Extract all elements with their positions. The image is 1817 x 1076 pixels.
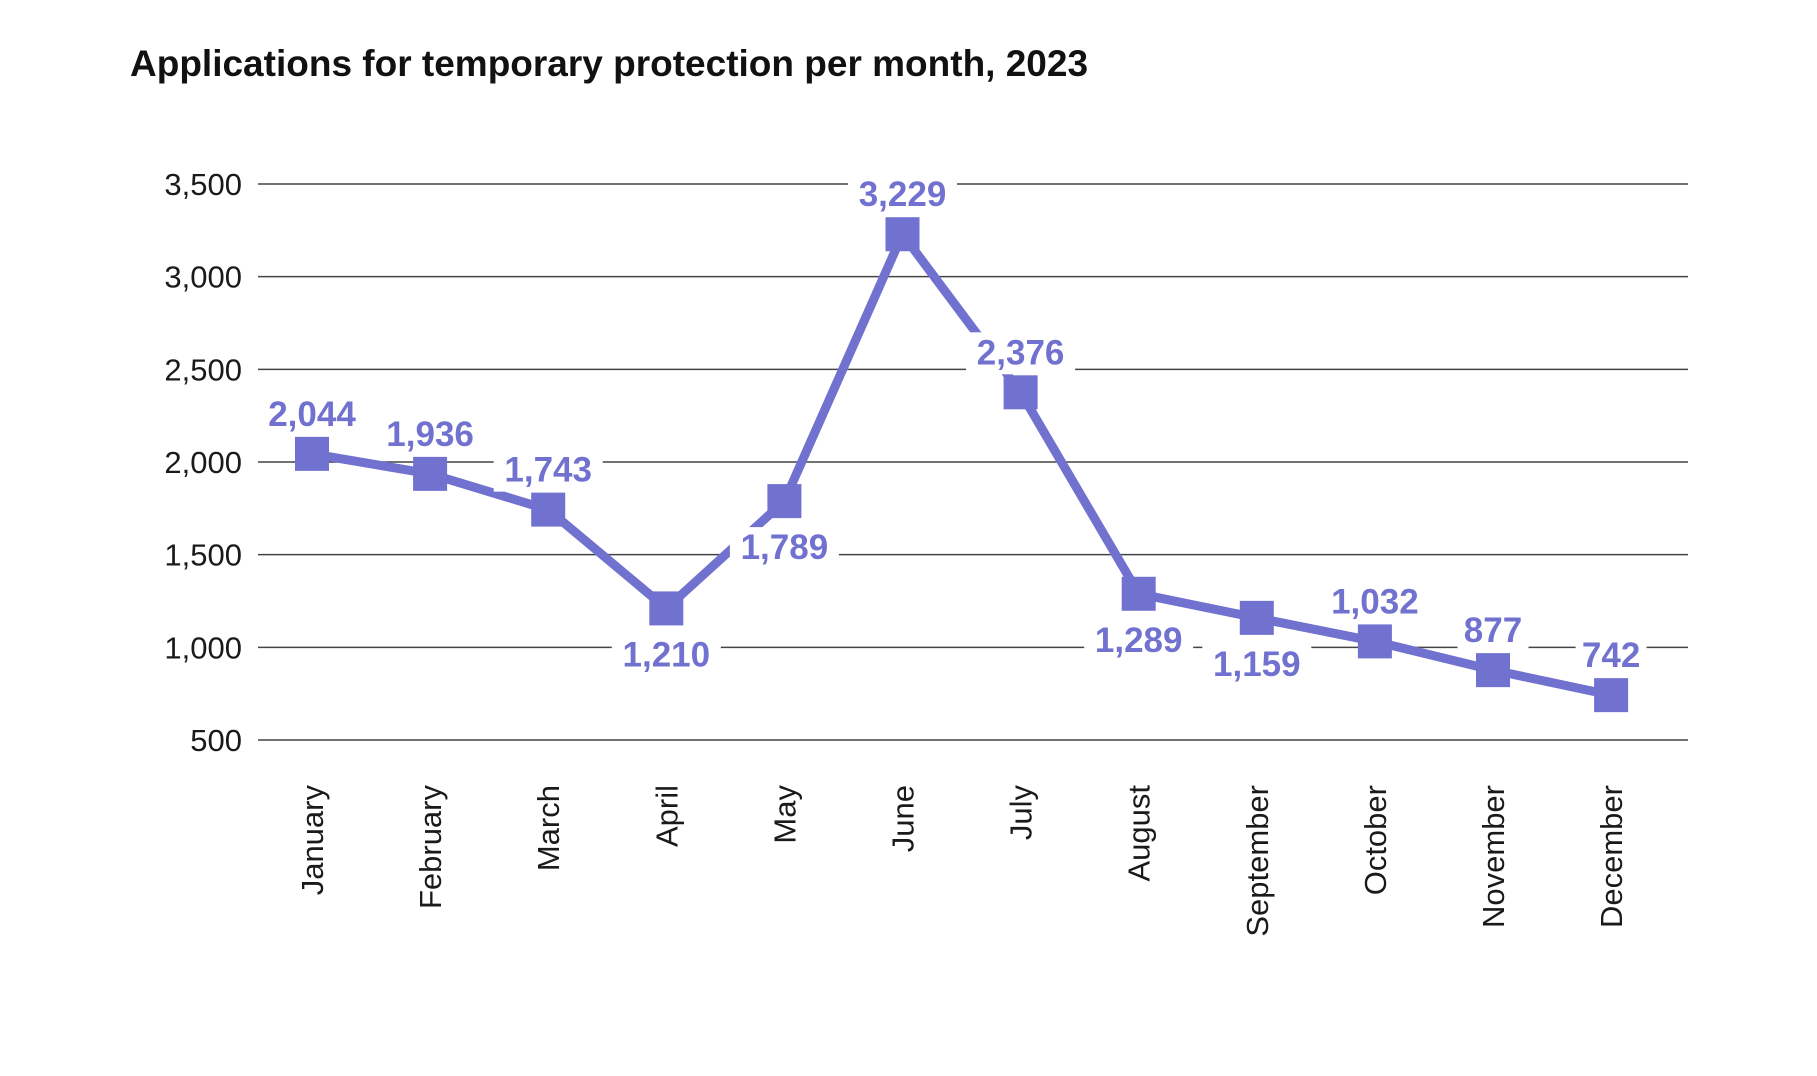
x-tick-label: December bbox=[1594, 785, 1629, 928]
data-label-backing bbox=[375, 413, 485, 456]
data-label: 2,376 bbox=[977, 333, 1065, 372]
x-tick-label: November bbox=[1476, 785, 1511, 928]
x-tick-label: September bbox=[1240, 785, 1275, 937]
x-tick-label: April bbox=[649, 785, 684, 847]
data-label-backing bbox=[493, 449, 603, 492]
data-label-backing bbox=[1575, 635, 1647, 678]
y-tick-label: 2,500 bbox=[164, 352, 242, 387]
data-label: 1,289 bbox=[1095, 621, 1183, 660]
data-point-marker bbox=[649, 591, 684, 626]
x-tick-label: June bbox=[886, 785, 921, 852]
y-tick-label: 1,500 bbox=[164, 538, 242, 573]
data-labels: 2,044 1,936 1,743 1,210 1,789 3,229 2,376 1,289… bbox=[257, 174, 1647, 686]
data-point-marker bbox=[1594, 678, 1629, 713]
data-point-marker bbox=[531, 492, 566, 527]
data-label-backing bbox=[729, 527, 839, 570]
data-label-backing bbox=[1084, 619, 1194, 662]
y-tick-label: 1,000 bbox=[164, 630, 242, 665]
data-label: 1,789 bbox=[741, 528, 829, 567]
data-point-marker bbox=[1476, 653, 1510, 688]
x-tick-label: March bbox=[531, 785, 566, 871]
series-line bbox=[311, 229, 1613, 700]
data-point-marker bbox=[1357, 624, 1392, 659]
data-label: 1,159 bbox=[1213, 645, 1301, 684]
data-label: 742 bbox=[1582, 636, 1640, 675]
x-tick-label: February bbox=[413, 785, 448, 910]
chart-title: Applications for temporary protection pe… bbox=[130, 43, 1088, 84]
y-tick-label: 2,000 bbox=[164, 445, 242, 480]
series-markers bbox=[295, 217, 1629, 713]
x-tick-label: May bbox=[767, 785, 802, 844]
data-label: 1,936 bbox=[386, 415, 474, 454]
data-label-backing bbox=[1457, 610, 1529, 653]
y-tick-label: 500 bbox=[190, 723, 242, 758]
data-label: 1,210 bbox=[623, 635, 711, 674]
y-tick-label: 3,000 bbox=[164, 260, 242, 295]
data-label-backing bbox=[257, 393, 367, 436]
data-label-backing bbox=[1202, 643, 1312, 686]
data-point-marker bbox=[767, 484, 802, 519]
data-label-backing bbox=[611, 634, 721, 677]
data-point-marker bbox=[1239, 600, 1274, 635]
x-tick-label: January bbox=[295, 785, 330, 896]
data-label-backing bbox=[848, 174, 957, 217]
x-axis-tick-labels: January February March April May June July Augu… bbox=[295, 785, 1629, 937]
y-tick-label: 3,500 bbox=[164, 167, 242, 202]
data-point-marker bbox=[295, 436, 329, 471]
data-label: 877 bbox=[1464, 611, 1522, 650]
data-point-marker bbox=[1121, 576, 1156, 611]
x-tick-label: July bbox=[1004, 785, 1039, 841]
y-axis-tick-labels: 500 1,000 1,500 2,000 2,500 3,000 3,500 bbox=[164, 167, 242, 758]
data-label-backing bbox=[1320, 581, 1430, 624]
data-label: 3,229 bbox=[859, 175, 947, 214]
data-point-marker bbox=[1003, 375, 1038, 410]
data-label: 1,032 bbox=[1331, 582, 1419, 621]
data-label-backing bbox=[966, 332, 1076, 375]
series-line-path bbox=[311, 229, 1613, 700]
data-label: 1,743 bbox=[504, 451, 592, 490]
x-tick-label: August bbox=[1122, 785, 1157, 882]
data-label: 2,044 bbox=[268, 395, 356, 434]
data-point-marker bbox=[885, 217, 920, 252]
x-tick-label: October bbox=[1358, 785, 1393, 895]
data-point-marker bbox=[413, 456, 448, 491]
